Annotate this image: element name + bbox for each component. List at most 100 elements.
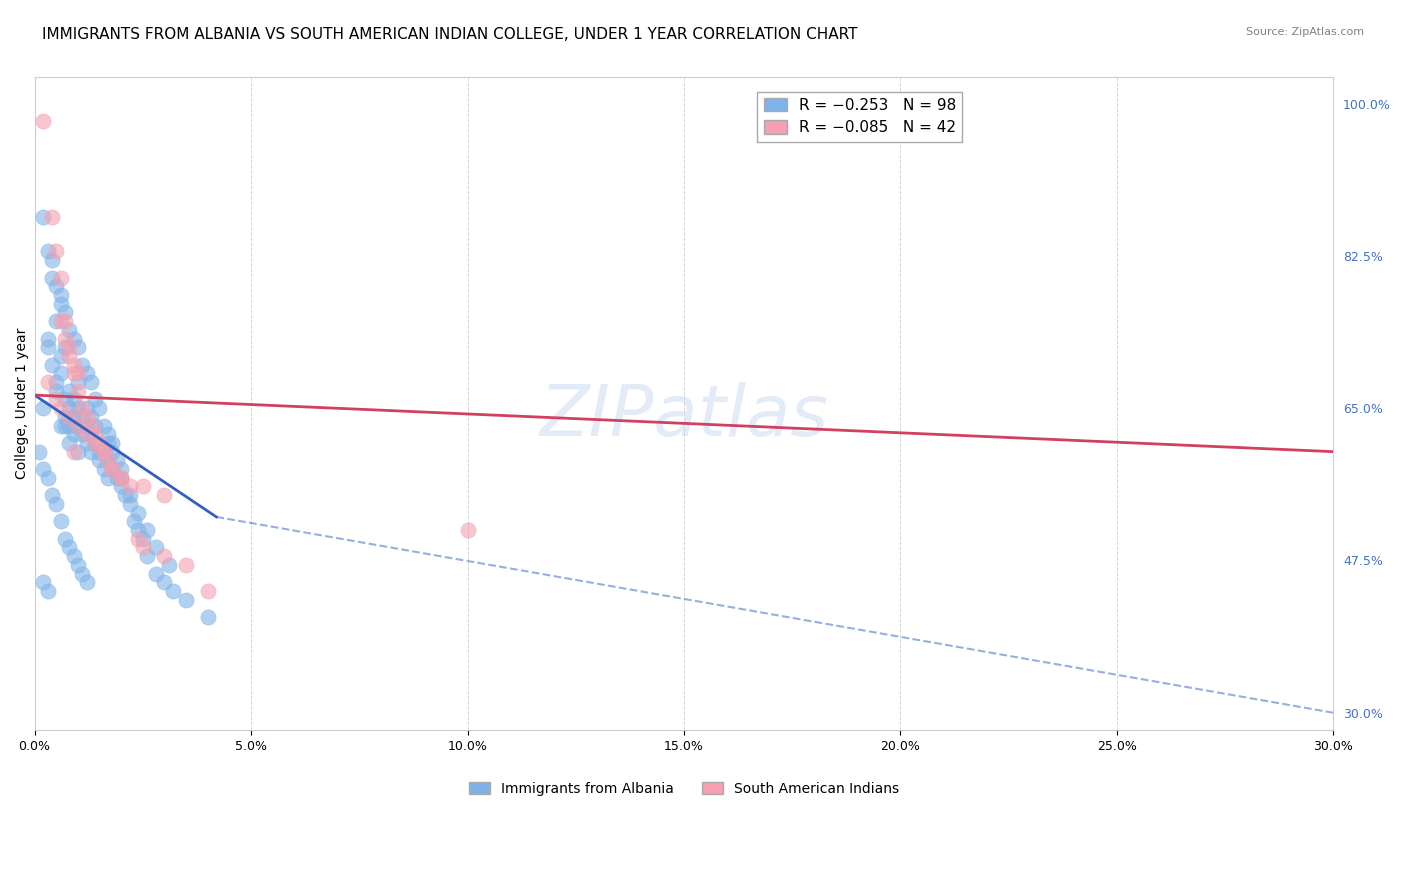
Point (58, 541, 80, 555)
Point (89, 436, 111, 450)
Point (101, 444, 124, 458)
Point (66, 444, 89, 458)
Point (97, 427, 120, 442)
Point (49, 349, 72, 363)
Point (174, 592, 197, 607)
Point (53, 409, 76, 424)
Point (97, 453, 120, 467)
Point (32, 401, 55, 416)
Point (66, 418, 89, 433)
Point (110, 471, 132, 485)
Point (49, 514, 72, 528)
Point (49, 418, 72, 433)
Point (122, 514, 145, 528)
Point (114, 488, 136, 502)
Point (145, 566, 167, 581)
Point (110, 471, 132, 485)
Y-axis label: College, Under 1 year: College, Under 1 year (15, 328, 30, 480)
Point (49, 270, 72, 285)
Point (70, 358, 93, 372)
Point (58, 401, 80, 416)
Point (28, 444, 51, 458)
Text: ZIPatlas: ZIPatlas (540, 383, 828, 451)
Point (37, 583, 59, 598)
Point (62, 444, 84, 458)
Point (45, 375, 67, 389)
Point (41, 210, 63, 224)
Point (53, 340, 76, 354)
Point (41, 358, 63, 372)
Point (105, 471, 128, 485)
Point (76, 436, 98, 450)
Point (118, 488, 141, 502)
Point (32, 575, 55, 590)
Point (76, 367, 98, 381)
Point (41, 253, 63, 268)
Point (153, 488, 176, 502)
Point (84, 418, 107, 433)
Point (32, 462, 55, 476)
Point (58, 436, 80, 450)
Point (84, 427, 107, 442)
Point (53, 532, 76, 546)
Point (132, 541, 155, 555)
Point (80, 409, 103, 424)
Point (97, 471, 120, 485)
Point (66, 401, 89, 416)
Point (53, 305, 76, 319)
Point (37, 471, 59, 485)
Point (89, 453, 111, 467)
Point (97, 453, 120, 467)
Point (45, 314, 67, 328)
Point (101, 462, 124, 476)
Point (76, 401, 98, 416)
Point (457, 523, 479, 537)
Point (37, 375, 59, 389)
Point (45, 384, 67, 398)
Point (66, 375, 89, 389)
Point (66, 340, 89, 354)
Point (153, 549, 176, 563)
Point (93, 444, 115, 458)
Point (66, 558, 89, 572)
Point (49, 288, 72, 302)
Point (76, 575, 98, 590)
Point (84, 436, 107, 450)
Point (145, 541, 167, 555)
Point (41, 488, 63, 502)
Point (53, 332, 76, 346)
Point (136, 523, 159, 537)
Point (66, 367, 89, 381)
Point (80, 375, 103, 389)
Point (93, 444, 115, 458)
Point (132, 479, 155, 493)
Point (49, 296, 72, 310)
Point (62, 392, 84, 407)
Point (132, 532, 155, 546)
Point (62, 549, 84, 563)
Point (58, 409, 80, 424)
Point (93, 462, 115, 476)
Point (53, 314, 76, 328)
Point (136, 549, 159, 563)
Point (101, 462, 124, 476)
Point (45, 497, 67, 511)
Point (62, 358, 84, 372)
Point (58, 418, 80, 433)
Point (53, 418, 76, 433)
Point (80, 444, 103, 458)
Point (162, 583, 184, 598)
Point (70, 409, 93, 424)
Point (76, 409, 98, 424)
Point (118, 479, 141, 493)
Point (157, 558, 180, 572)
Point (62, 427, 84, 442)
Point (84, 436, 107, 450)
Point (89, 401, 111, 416)
Point (66, 418, 89, 433)
Point (118, 497, 141, 511)
Point (70, 427, 93, 442)
Point (197, 583, 219, 598)
Point (76, 427, 98, 442)
Point (62, 409, 84, 424)
